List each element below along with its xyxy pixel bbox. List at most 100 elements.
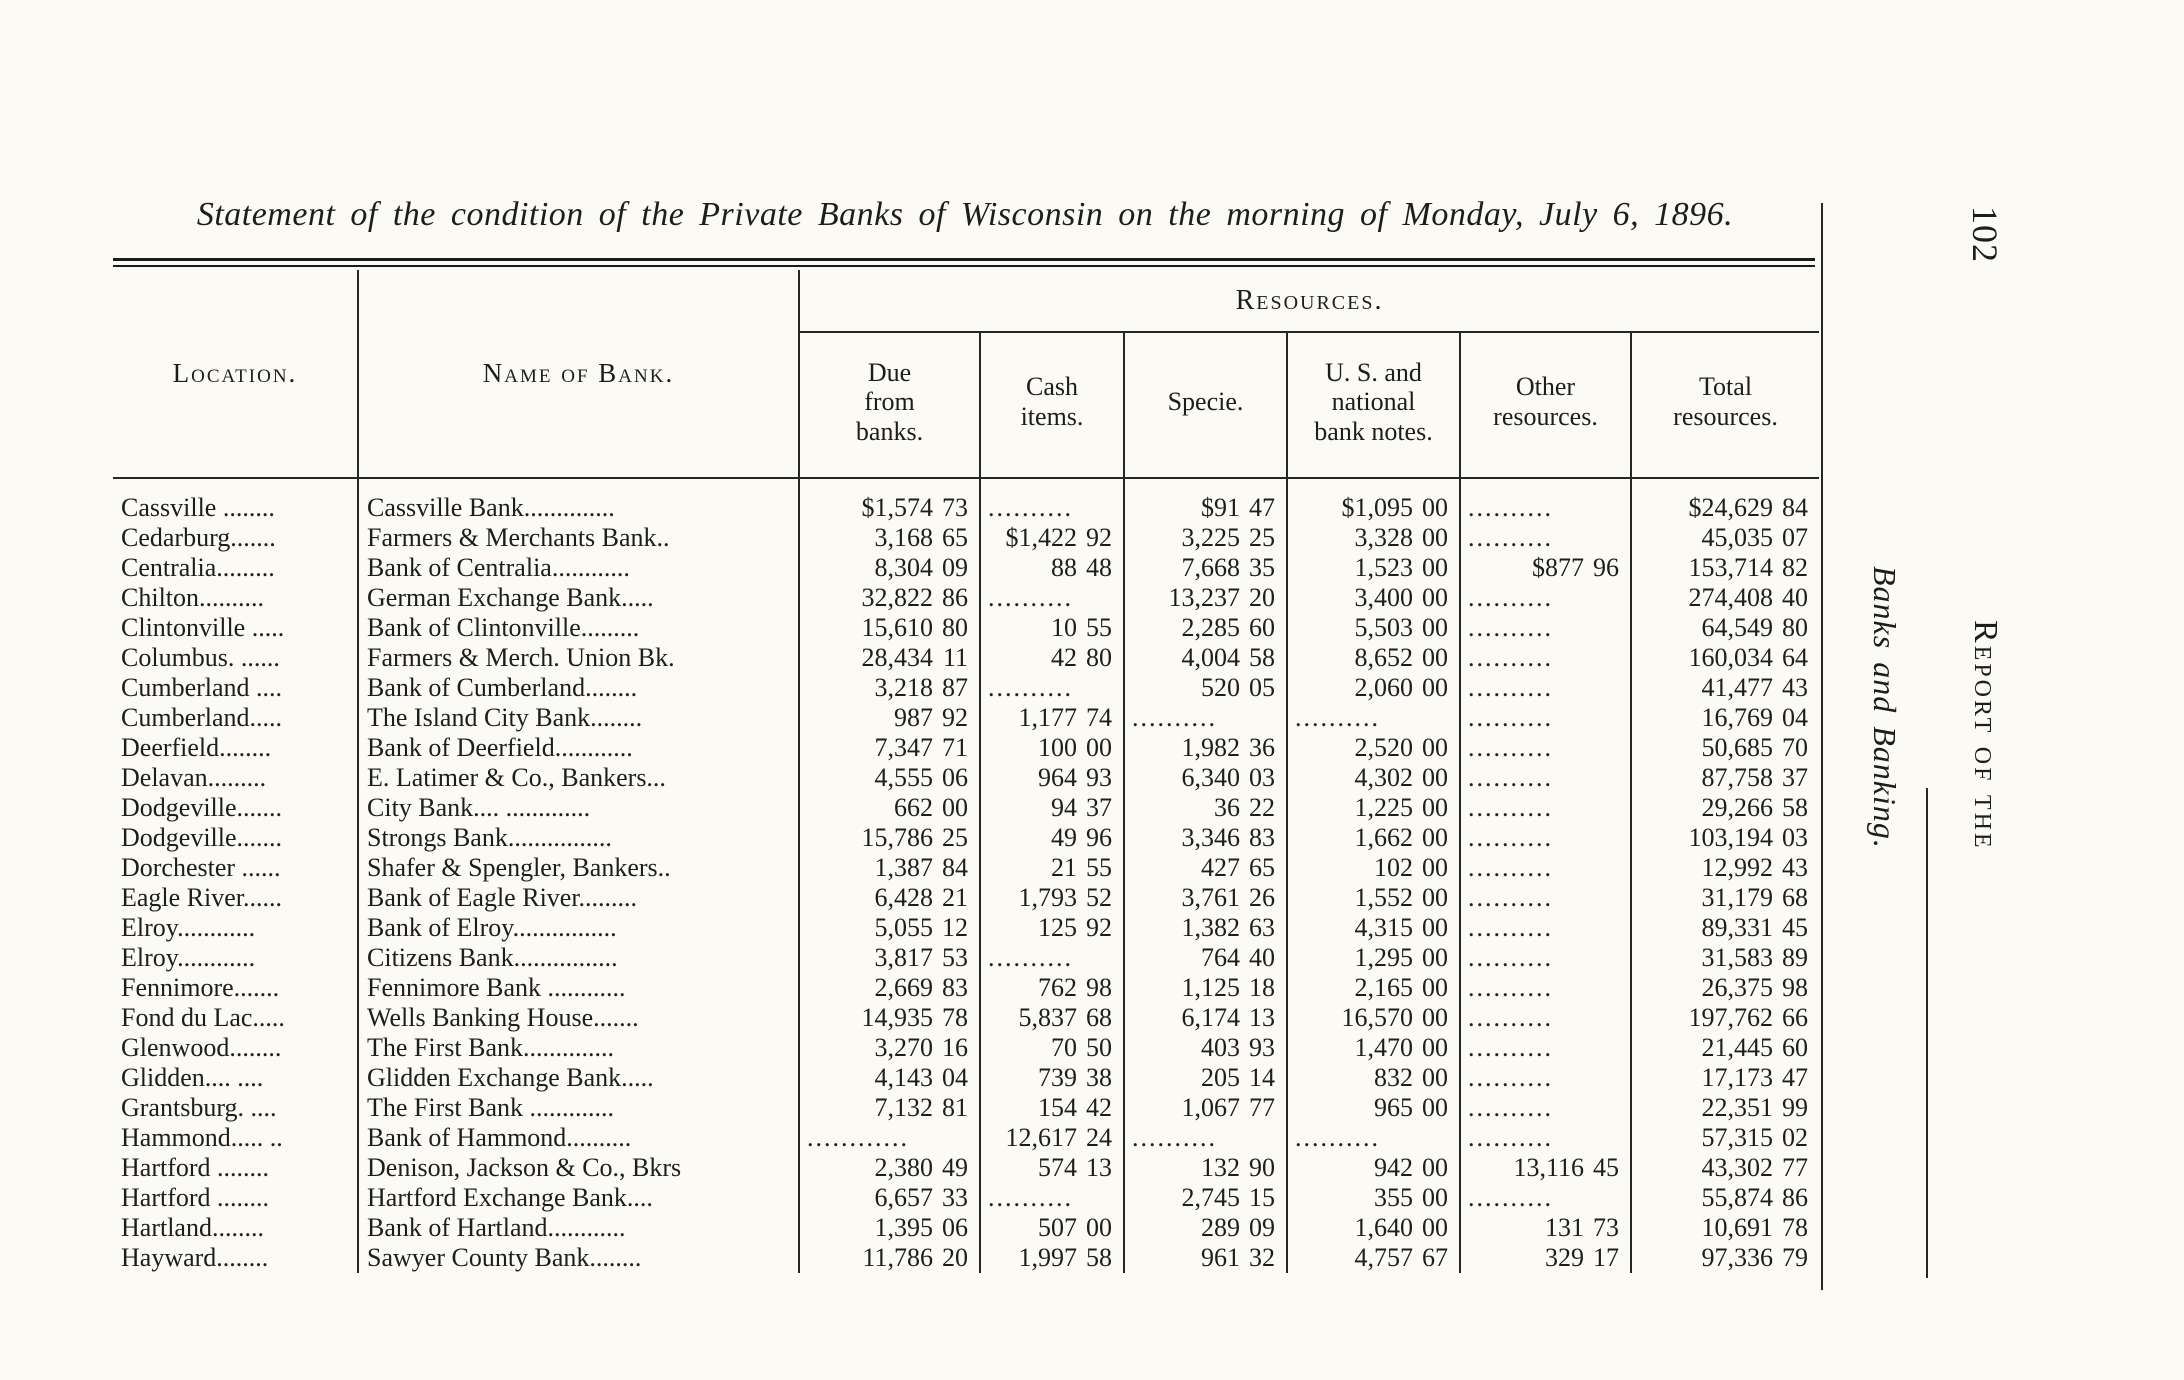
notes-cell: 2,165 00 (1286, 973, 1460, 1003)
location-cell: Glenwood........ (121, 1033, 282, 1062)
other-cell: .......... (1459, 1033, 1631, 1063)
other-cell: .......... (1459, 913, 1631, 943)
notes-cell: 4,757 67 (1286, 1243, 1460, 1273)
column-header-us-national-bank-notes: U. S. and national bank notes. (1286, 332, 1460, 479)
other-cell: .......... (1459, 1063, 1631, 1093)
specie-cell: 1,125 18 (1123, 973, 1287, 1003)
bank-name-cell: Citizens Bank................ (357, 943, 799, 973)
column-header-bank-name: Name of Bank. (357, 270, 799, 479)
page-number: 102 (1965, 206, 2005, 263)
due-cell: 32,822 86 (798, 583, 980, 613)
other-cell: .......... (1459, 883, 1631, 913)
other-cell: 13,116 45 (1459, 1153, 1631, 1183)
column-header-specie: Specie. (1123, 332, 1287, 479)
cash-cell: 49 96 (979, 823, 1124, 853)
table-row: Hammond..... .. Bank of Hammond..........… (113, 1123, 1820, 1153)
total-cell: 197,762 66 (1629, 1003, 1820, 1033)
due-cell: ............ (798, 1123, 980, 1153)
due-cell: 14,935 78 (798, 1003, 980, 1033)
notes-cell: 4,315 00 (1286, 913, 1460, 943)
specie-cell: 132 90 (1123, 1153, 1287, 1183)
total-cell: 50,685 70 (1629, 733, 1820, 763)
due-cell: 5,055 12 (798, 913, 980, 943)
cash-cell: 1,177 74 (979, 703, 1124, 733)
specie-cell: 6,340 03 (1123, 763, 1287, 793)
cash-cell: 1,997 58 (979, 1243, 1124, 1273)
margin-report-title: Report of the (1967, 620, 2004, 851)
notes-cell: 102 00 (1286, 853, 1460, 883)
table-row: Elroy............ Citizens Bank..........… (113, 943, 1820, 973)
location-cell: Fennimore....... (121, 973, 280, 1002)
other-cell: .......... (1459, 1093, 1631, 1123)
other-cell: .......... (1459, 1003, 1631, 1033)
bank-name-cell: Farmers & Merch. Union Bk. (357, 643, 799, 673)
cash-cell: 100 00 (979, 733, 1124, 763)
location-cell: Dodgeville....... (121, 823, 283, 852)
location-cell: Eagle River...... (121, 883, 283, 912)
table-row: Cedarburg....... Farmers & Merchants Bank… (113, 523, 1820, 553)
notes-cell: 1,295 00 (1286, 943, 1460, 973)
due-cell: 3,817 53 (798, 943, 980, 973)
due-cell: 3,218 87 (798, 673, 980, 703)
table-row: Glidden.... .... Glidden Exchange Bank...… (113, 1063, 1820, 1093)
other-cell: .......... (1459, 793, 1631, 823)
notes-cell: 965 00 (1286, 1093, 1460, 1123)
specie-cell: 3,225 25 (1123, 523, 1287, 553)
total-cell: 57,315 02 (1629, 1123, 1820, 1153)
notes-cell: 16,570 00 (1286, 1003, 1460, 1033)
total-cell: 87,758 37 (1629, 763, 1820, 793)
other-cell: .......... (1459, 973, 1631, 1003)
notes-cell: 1,640 00 (1286, 1213, 1460, 1243)
bank-name-cell: Sawyer County Bank........ (357, 1243, 799, 1273)
due-cell: $1,574 73 (798, 478, 980, 523)
bank-name-cell: The First Bank.............. (357, 1033, 799, 1063)
bank-name-cell: Bank of Centralia............ (357, 553, 799, 583)
due-cell: 6,657 33 (798, 1183, 980, 1213)
specie-cell: 427 65 (1123, 853, 1287, 883)
cash-cell: 5,837 68 (979, 1003, 1124, 1033)
cash-cell: .......... (979, 673, 1124, 703)
location-cell: Hammond..... .. (121, 1123, 283, 1152)
other-cell: 329 17 (1459, 1243, 1631, 1273)
location-cell: Hartland........ (121, 1213, 264, 1242)
location-cell: Columbus. ...... (121, 643, 280, 672)
other-cell: .......... (1459, 643, 1631, 673)
other-cell: 131 73 (1459, 1213, 1631, 1243)
total-cell: 12,992 43 (1629, 853, 1820, 883)
other-cell: $877 96 (1459, 553, 1631, 583)
notes-cell: $1,095 00 (1286, 478, 1460, 523)
total-cell: 89,331 45 (1629, 913, 1820, 943)
bank-name-cell: German Exchange Bank..... (357, 583, 799, 613)
specie-cell: 2,285 60 (1123, 613, 1287, 643)
specie-cell: 205 14 (1123, 1063, 1287, 1093)
table-row: Chilton.......... German Exchange Bank...… (113, 583, 1820, 613)
due-cell: 2,669 83 (798, 973, 980, 1003)
notes-cell: 2,520 00 (1286, 733, 1460, 763)
other-cell: .......... (1459, 853, 1631, 883)
cash-cell: .......... (979, 478, 1124, 523)
total-cell: 26,375 98 (1629, 973, 1820, 1003)
location-cell: Cedarburg....... (121, 523, 276, 552)
specie-cell: 1,982 36 (1123, 733, 1287, 763)
other-cell: .......... (1459, 673, 1631, 703)
location-cell: Clintonville ..... (121, 613, 285, 642)
total-cell: 45,035 07 (1629, 523, 1820, 553)
notes-cell: 1,470 00 (1286, 1033, 1460, 1063)
specie-cell: 36 22 (1123, 793, 1287, 823)
cash-cell: 21 55 (979, 853, 1124, 883)
bank-name-cell: The First Bank ............. (357, 1093, 799, 1123)
table-row: Cumberland..... The Island City Bank.....… (113, 703, 1820, 733)
cash-cell: 154 42 (979, 1093, 1124, 1123)
due-cell: 7,347 71 (798, 733, 980, 763)
cash-cell: 125 92 (979, 913, 1124, 943)
specie-cell: 3,346 83 (1123, 823, 1287, 853)
total-cell: 55,874 86 (1629, 1183, 1820, 1213)
table-row: Clintonville ..... Bank of Clintonville..… (113, 613, 1820, 643)
specie-cell: 2,745 15 (1123, 1183, 1287, 1213)
table-row: Columbus. ...... Farmers & Merch. Union B… (113, 643, 1820, 673)
column-header-due-from-banks: Due from banks. (798, 332, 980, 479)
bank-name-cell: E. Latimer & Co., Bankers... (357, 763, 799, 793)
specie-cell: 3,761 26 (1123, 883, 1287, 913)
due-cell: 15,786 25 (798, 823, 980, 853)
notes-cell: 3,400 00 (1286, 583, 1460, 613)
